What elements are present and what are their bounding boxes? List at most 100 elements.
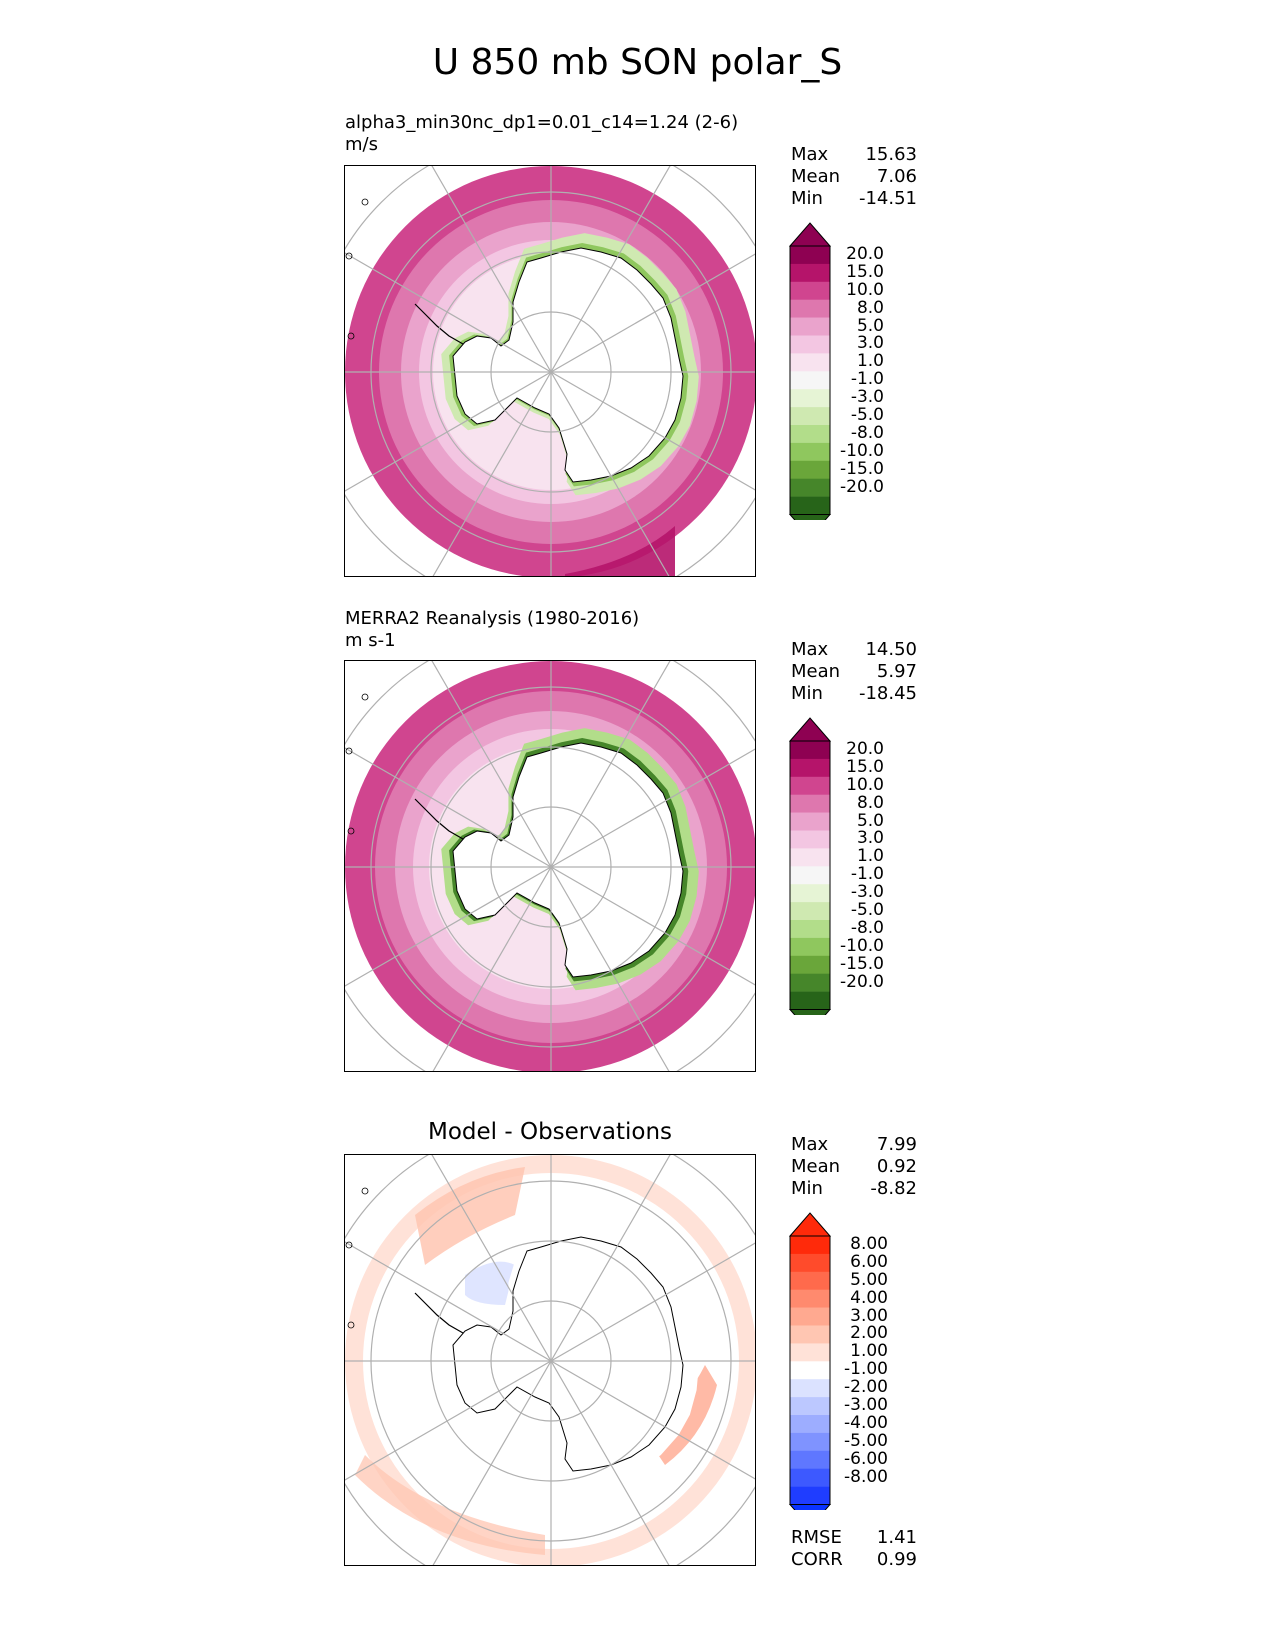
- stat-name: Mean: [791, 166, 841, 187]
- island-outline: [345, 747, 353, 755]
- graticule-meridian: [432, 166, 671, 576]
- stats-model: Max 15.63 Mean 7.06 Min -14.51: [791, 144, 917, 210]
- colorbar-segment: [790, 496, 830, 515]
- colorbar-segment: [790, 407, 830, 426]
- colorbar-segment: [790, 758, 830, 778]
- colorbar-segment: [790, 937, 830, 957]
- stat-name: Mean: [791, 1156, 841, 1177]
- island-outline: [361, 198, 369, 206]
- island-outline: [347, 827, 355, 835]
- colorbar-segment: [790, 848, 830, 867]
- stats-diff-extra: RMSE 1.41 CORR 0.99: [791, 1527, 917, 1571]
- colorbar-outline: [789, 1235, 831, 1505]
- colorbar-segment: [790, 1397, 830, 1416]
- colorbar-tick-label: -5.0: [850, 900, 884, 921]
- stat-value: -14.51: [858, 188, 917, 209]
- colorbar-segment: [790, 478, 830, 497]
- map-diff: [344, 1154, 756, 1566]
- stats-obs: Max 14.50 Mean 5.97 Min -18.45: [791, 639, 917, 705]
- colorbar-obs: [789, 717, 832, 1015]
- colorbar-tick-label: -10.0: [840, 440, 884, 461]
- colorbar-tick-label: -15.0: [840, 458, 884, 479]
- colorbar-segment: [790, 371, 830, 390]
- colorbar-tick-label: 10.0: [846, 279, 884, 300]
- colorbar-tick-label: -8.00: [844, 1466, 888, 1487]
- stat-value: 5.97: [876, 661, 917, 682]
- colorbar-tick-label: 1.0: [856, 846, 884, 867]
- colorbar-tick-label: 15.0: [846, 756, 884, 777]
- colorbar-outline: [789, 740, 831, 1010]
- colorbar-segment: [790, 335, 830, 354]
- panel-obs-label-line1: MERRA2 Reanalysis (1980-2016): [345, 608, 640, 629]
- colorbar-tick-label: 5.0: [856, 315, 884, 336]
- antarctic-peninsula-coastline: [414, 303, 464, 345]
- anomaly-region: [465, 1261, 515, 1305]
- panel-model-label-line2: m/s: [345, 134, 378, 155]
- stat-value: 14.50: [865, 639, 917, 660]
- colorbar-outline: [789, 245, 831, 515]
- colorbar-segment: [790, 955, 830, 974]
- colorbar-segment: [790, 1415, 830, 1434]
- stat-name: Min: [791, 683, 823, 704]
- colorbar-tick-label: -5.0: [850, 405, 884, 426]
- island-outline: [361, 1187, 369, 1195]
- colorbar-segment: [790, 281, 830, 300]
- colorbar-tick-label: 3.0: [856, 828, 884, 849]
- stat-name: CORR: [791, 1549, 843, 1570]
- colorbar-segment: [790, 866, 830, 885]
- stat-value: -8.82: [870, 1178, 917, 1199]
- graticule-meridian: [432, 1155, 671, 1565]
- colorbar-segment: [790, 1253, 830, 1273]
- stat-name: RMSE: [791, 1527, 842, 1548]
- panel-model-label: alpha3_min30nc_dp1=0.01_c14=1.24 (2-6) m…: [345, 112, 738, 156]
- colorbar-tick-label: -3.0: [850, 387, 884, 408]
- colorbar-tick-label: 5.00: [850, 1269, 888, 1290]
- panel-obs-label-line2: m s-1: [345, 630, 396, 651]
- antarctica-coastline: [452, 247, 684, 483]
- colorbar-extend-top: [789, 717, 832, 742]
- island-outline: [345, 252, 353, 260]
- anomaly-region: [355, 1455, 545, 1555]
- colorbar-tick-label: 8.00: [850, 1234, 888, 1254]
- colorbar-tick-label: 20.0: [846, 739, 884, 759]
- island-outline: [347, 1321, 355, 1329]
- colorbar-extend-bottom: [789, 514, 832, 520]
- colorbar-segment: [790, 1379, 830, 1398]
- colorbar-extend-bottom: [789, 1504, 832, 1510]
- antarctic-peninsula-coastline: [414, 798, 464, 840]
- antarctica-coastline: [452, 742, 684, 978]
- stat-value: 1.41: [876, 1527, 917, 1548]
- panel-obs-label: MERRA2 Reanalysis (1980-2016) m s-1: [345, 608, 639, 652]
- colorbar-tick-label: 3.0: [856, 333, 884, 354]
- map-obs-svg: [345, 661, 755, 1071]
- colorbar-segment: [790, 246, 830, 265]
- antarctica-land: [453, 1237, 683, 1471]
- colorbar-tick-label: -8.0: [850, 917, 884, 938]
- colorbar-tick-label: -8.0: [850, 422, 884, 443]
- colorbar-segment: [790, 902, 830, 921]
- colorbar-segment: [790, 389, 830, 408]
- stats-diff: Max 7.99 Mean 0.92 Min -8.82: [791, 1134, 917, 1200]
- colorbar-tick-label: 8.0: [856, 792, 884, 813]
- colorbar-extend-bottom: [789, 1009, 832, 1015]
- colorbar-tick-label: -20.0: [840, 971, 884, 992]
- stat-name: Max: [791, 639, 829, 660]
- colorbar-segment: [790, 776, 830, 795]
- stat-value: 0.92: [876, 1156, 917, 1177]
- colorbar-segment: [790, 442, 830, 462]
- colorbar-tick-label: 5.0: [856, 810, 884, 831]
- colorbar-segment: [790, 317, 830, 336]
- colorbar-tick-label: -3.00: [844, 1395, 888, 1416]
- colorbar-segment: [790, 1468, 830, 1487]
- antarctica-land: [453, 743, 683, 977]
- colorbar-tick-label: -2.00: [844, 1377, 888, 1398]
- colorbar-model: [789, 222, 832, 520]
- colorbar-segment: [790, 830, 830, 849]
- colorbar-segment: [790, 1325, 830, 1344]
- colorbar-segment: [790, 973, 830, 992]
- colorbar-segment: [790, 1450, 830, 1469]
- colorbar-segment: [790, 1271, 830, 1290]
- stat-value: 15.63: [865, 144, 917, 165]
- colorbar-segment: [790, 425, 830, 444]
- figure-title: U 850 mb SON polar_S: [432, 42, 843, 83]
